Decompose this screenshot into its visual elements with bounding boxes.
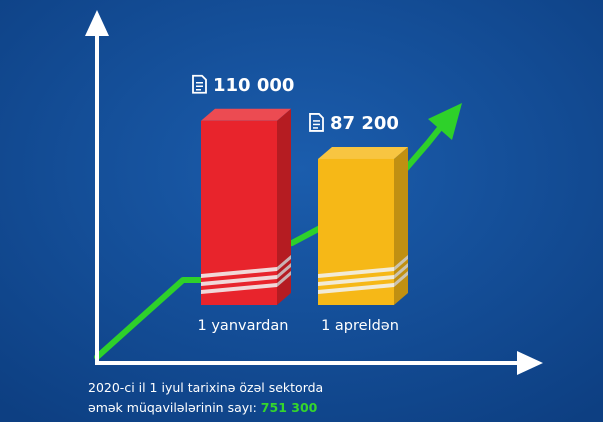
value-label-text: 110 000 [213, 75, 294, 96]
category-label-2: 1 apreldən [321, 318, 399, 334]
bar-stripe [318, 267, 394, 278]
bar-stripe [201, 283, 277, 294]
caption-line-1: 2020-ci il 1 iyul tarixinə özəl sektorda [88, 380, 323, 395]
bar-stripe-side [394, 271, 408, 287]
caption-prefix: əmək müqavilələrinin sayı: [88, 400, 261, 415]
bar-side-face [277, 108, 291, 305]
bar-stripes [318, 255, 408, 294]
bar-stripe [201, 267, 277, 278]
bar-top-face [201, 108, 291, 121]
bar-stripes [201, 255, 291, 294]
document-icon [309, 113, 324, 132]
bar-stripe [201, 275, 277, 286]
chart-axes [85, 10, 543, 375]
bar-stripe-side [277, 271, 291, 287]
bar-stripe [318, 275, 394, 286]
document-icon [192, 74, 207, 94]
category-label-1: 1 yanvardan [198, 318, 289, 334]
trend-arrow-head [428, 103, 462, 140]
bar-1-yanvardan [201, 108, 291, 305]
bar-stripe-side [277, 263, 291, 279]
bar-1-apreldan [318, 146, 408, 305]
caption-total-value: 751 300 [261, 400, 318, 415]
value-label-1: 110 000 [192, 74, 294, 96]
bar-stripe-side [394, 255, 408, 271]
y-axis-arrow-icon [85, 10, 109, 36]
bar-top-face [318, 146, 408, 159]
bar-stripe-side [277, 255, 291, 271]
x-axis-arrow-icon [517, 351, 543, 375]
value-label-text: 87 200 [330, 113, 399, 134]
value-label-2: 87 200 [309, 113, 399, 134]
caption-line-2: əmək müqavilələrinin sayı: 751 300 [88, 400, 318, 415]
bar-stripe [318, 283, 394, 294]
bar-stripe-side [394, 263, 408, 279]
